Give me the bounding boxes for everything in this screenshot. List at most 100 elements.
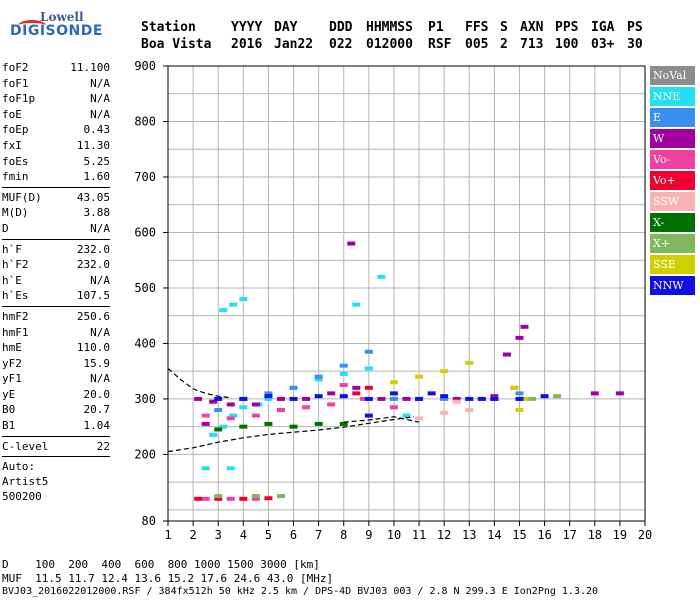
- x-tick-label: 18: [588, 528, 602, 542]
- point-e: [264, 391, 273, 396]
- header-label-4: HHMMSS: [366, 20, 413, 35]
- x-tick-label: 14: [487, 528, 501, 542]
- param-row: MUF(D) 43.05: [2, 190, 110, 206]
- point-nne: [209, 432, 218, 437]
- point-vo-: [276, 408, 285, 413]
- y-tick-label: 500: [134, 281, 156, 295]
- point-vo-: [389, 405, 398, 410]
- y-tick-label: 400: [134, 336, 156, 350]
- param-separator: [2, 238, 110, 240]
- param-value: N/A: [90, 273, 110, 287]
- legend-item-e: E: [650, 108, 695, 127]
- param-value: N/A: [90, 107, 110, 121]
- point-x-: [314, 421, 323, 426]
- header-label-11: PS: [627, 20, 643, 35]
- param-separator: [2, 186, 110, 188]
- param-row: B1 1.04: [2, 418, 110, 434]
- legend-item-x: X+: [650, 234, 695, 253]
- param-key: B0: [2, 403, 16, 417]
- point-nne: [377, 274, 386, 279]
- point-vo-: [201, 413, 210, 418]
- point-w: [209, 399, 218, 404]
- param-value: 43.05: [76, 190, 110, 204]
- point-nnw: [239, 396, 248, 401]
- direction-legend: NoVal NNE E W Vo- Vo+ SSW X- X+ SSE NNW: [650, 66, 695, 297]
- point-w: [402, 396, 411, 401]
- param-separator: [2, 456, 110, 458]
- point-x-: [289, 424, 298, 429]
- point-sse: [520, 396, 529, 401]
- point-w: [201, 421, 210, 426]
- param-row: yE 20.0: [2, 387, 110, 403]
- x-tick-label: 8: [340, 528, 347, 542]
- x-tick-label: 19: [613, 528, 627, 542]
- legend-item-noval: NoVal: [650, 66, 695, 85]
- point-w: [347, 241, 356, 246]
- point-e: [515, 391, 524, 396]
- logo-swoosh-icon: [18, 20, 46, 31]
- point-e: [314, 374, 323, 379]
- param-row: M(D) 3.88: [2, 205, 110, 221]
- param-key: foF1p: [2, 92, 36, 106]
- param-value: 20.0: [83, 387, 111, 401]
- param-row: fmin 1.60: [2, 169, 110, 185]
- param-key: h`F2: [2, 258, 29, 272]
- param-row: foEs 5.25: [2, 154, 110, 170]
- param-row: hmE 110.0: [2, 340, 110, 356]
- param-key: D: [2, 221, 9, 235]
- footer-distance-row: D 100 200 400 600 800 1000 1500 3000 [km…: [2, 558, 320, 571]
- point-w: [590, 391, 599, 396]
- y-tick-label: 200: [134, 447, 156, 461]
- y-tick-label: 80: [142, 514, 156, 528]
- point-vo+: [194, 496, 203, 501]
- point-w: [352, 385, 361, 390]
- point-w: [251, 402, 260, 407]
- point-nnw: [415, 396, 424, 401]
- point-sse: [510, 385, 519, 390]
- param-value: N/A: [90, 221, 110, 235]
- point-x+: [251, 494, 260, 499]
- x-tick-label: 5: [265, 528, 272, 542]
- point-vo+: [352, 391, 361, 396]
- point-nnw: [440, 394, 449, 399]
- point-e: [289, 385, 298, 390]
- param-value: 11.100: [70, 61, 110, 74]
- header-value-1: 2016: [231, 37, 263, 52]
- point-nne: [229, 413, 238, 418]
- param-row: hmF2 250.6: [2, 309, 110, 325]
- param-key: foF2: [2, 61, 29, 74]
- point-x-: [339, 421, 348, 426]
- param-value: 1.60: [83, 170, 111, 184]
- header-value-11: 30: [627, 37, 643, 52]
- param-row: yF1 N/A: [2, 371, 110, 387]
- point-nne: [219, 424, 228, 429]
- x-tick-label: 9: [365, 528, 372, 542]
- point-w: [302, 396, 311, 401]
- y-tick-label: 700: [134, 170, 156, 184]
- point-w: [490, 394, 499, 399]
- point-sse: [440, 369, 449, 374]
- point-ssw: [440, 410, 449, 415]
- point-vo-: [327, 402, 336, 407]
- param-key: foE: [2, 107, 22, 121]
- point-e: [214, 408, 223, 413]
- point-vo-: [302, 405, 311, 410]
- point-nne: [239, 405, 248, 410]
- y-tick-label: 900: [134, 59, 156, 73]
- point-sse: [389, 380, 398, 385]
- point-vo-: [339, 383, 348, 388]
- point-vo+: [239, 496, 248, 501]
- point-nne: [314, 377, 323, 382]
- header-label-5: P1: [428, 20, 444, 35]
- header-value-3: 022: [329, 37, 353, 52]
- point-vo+: [214, 496, 223, 501]
- point-e: [364, 349, 373, 354]
- header-value-7: 2: [500, 37, 508, 52]
- point-x-: [214, 427, 223, 432]
- point-x+: [214, 494, 223, 499]
- point-w: [452, 396, 461, 401]
- param-value: 20.7: [83, 403, 111, 417]
- point-e: [339, 363, 348, 368]
- param-row: D N/A: [2, 221, 110, 237]
- header-value-9: 100: [555, 37, 579, 52]
